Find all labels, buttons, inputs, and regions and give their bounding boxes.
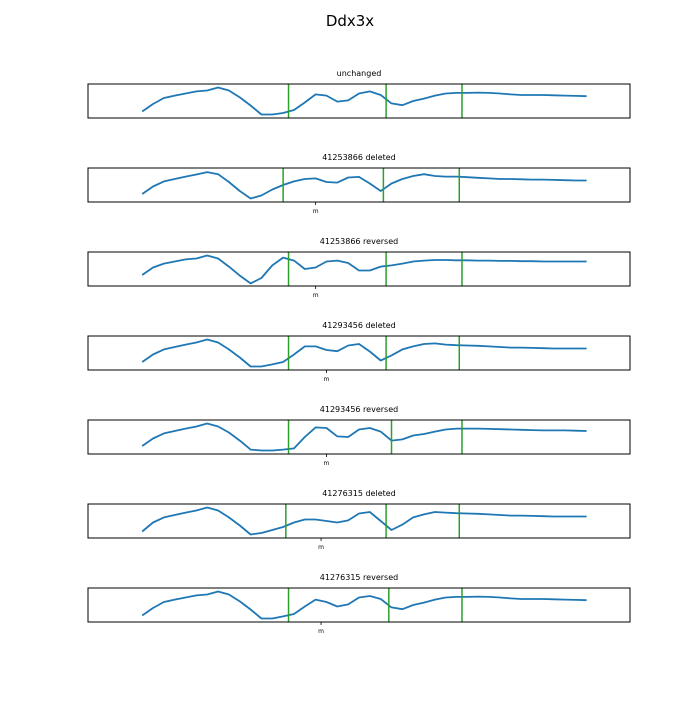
signal-line: [141, 254, 587, 285]
axes-frame: [87, 335, 631, 371]
signal-line: [141, 422, 587, 452]
subplot-4: 41293456 deleted m: [87, 321, 631, 383]
x-tick-label: m: [324, 376, 330, 383]
axes-frame: [87, 587, 631, 623]
axes-frame: [87, 503, 631, 539]
x-tick-label: m: [313, 208, 319, 215]
x-tick-label: m: [318, 628, 324, 635]
signal-line: [141, 171, 587, 200]
axes-frame: [87, 251, 631, 287]
x-tick-label: m: [324, 460, 330, 467]
subplot-3: 41253866 reversed m: [87, 237, 631, 299]
axes-frame: [87, 167, 631, 203]
figure-title: Ddx3x: [325, 12, 375, 30]
subplot-6: 41276315 deleted m: [87, 489, 631, 551]
subplot-title: 41253866 deleted: [322, 153, 396, 162]
signal-line: [141, 506, 587, 536]
x-tick-label: m: [313, 292, 319, 299]
subplot-2: 41253866 deleted m: [87, 153, 631, 215]
signal-line: [141, 86, 587, 116]
subplot-5: 41293456 reversed m: [87, 405, 631, 467]
subplot-title: 41293456 reversed: [320, 405, 398, 414]
signal-line: [141, 590, 587, 620]
axes-frame: [87, 83, 631, 119]
subplot-title: 41293456 deleted: [322, 321, 396, 330]
subplot-1: unchanged: [87, 69, 631, 119]
subplot-title: 41276315 deleted: [322, 489, 396, 498]
subplot-title: unchanged: [337, 69, 382, 78]
signal-line: [141, 338, 587, 368]
subplot-7: 41276315 reversed m: [87, 573, 631, 635]
x-tick-label: m: [318, 544, 324, 551]
subplot-title: 41253866 reversed: [320, 237, 398, 246]
subplot-title: 41276315 reversed: [320, 573, 398, 582]
axes-frame: [87, 419, 631, 455]
